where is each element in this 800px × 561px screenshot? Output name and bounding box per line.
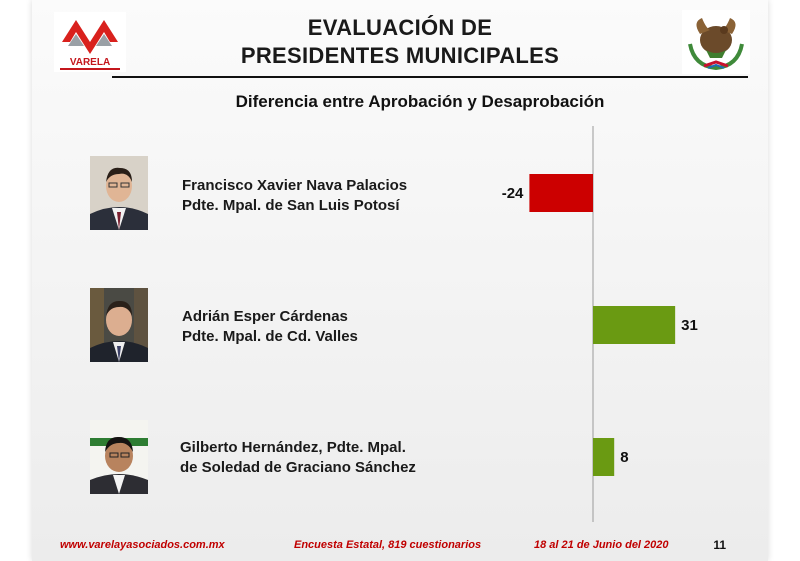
page-title: EVALUACIÓN DE PRESIDENTES MUNICIPALES <box>240 15 560 68</box>
bar-3 <box>593 438 615 476</box>
slide: VARELA EVALUACIÓN DE PRESIDENTES MUNICIP… <box>32 0 768 561</box>
bar-value-label-2: 31 <box>681 317 698 334</box>
mexico-emblem-icon <box>682 10 750 74</box>
bar-value-label-3: 8 <box>620 449 628 466</box>
person-2-label: Adrián Esper Cárdenas Pdte. Mpal. de Cd.… <box>182 308 358 345</box>
svg-text:VARELA: VARELA <box>70 57 110 68</box>
bar-2 <box>593 306 676 344</box>
person-3-label: Gilberto Hernández, Pdte. Mpal. de Soled… <box>180 439 416 476</box>
bar-value-label-1: -24 <box>502 185 524 202</box>
person-1-label: Francisco Xavier Nava Palacios Pdte. Mpa… <box>182 177 408 214</box>
portrait-3 <box>90 420 148 494</box>
title-divider <box>112 76 748 78</box>
footer-survey: Encuesta Estatal, 819 cuestionarios <box>294 539 482 551</box>
chart-title: Diferencia entre Aprobación y Desaprobac… <box>235 92 605 111</box>
bar-1 <box>529 174 593 212</box>
portrait-1 <box>90 156 148 230</box>
page-number: 11 <box>713 538 726 552</box>
footer-dates: 18 al 21 de Junio del 2020 <box>534 539 669 551</box>
portrait-2 <box>90 288 148 362</box>
varela-logo: VARELA <box>54 12 126 72</box>
footer-website: www.varelayasociados.com.mx <box>60 539 225 551</box>
bar-chart: -24 31 8 <box>502 126 698 522</box>
